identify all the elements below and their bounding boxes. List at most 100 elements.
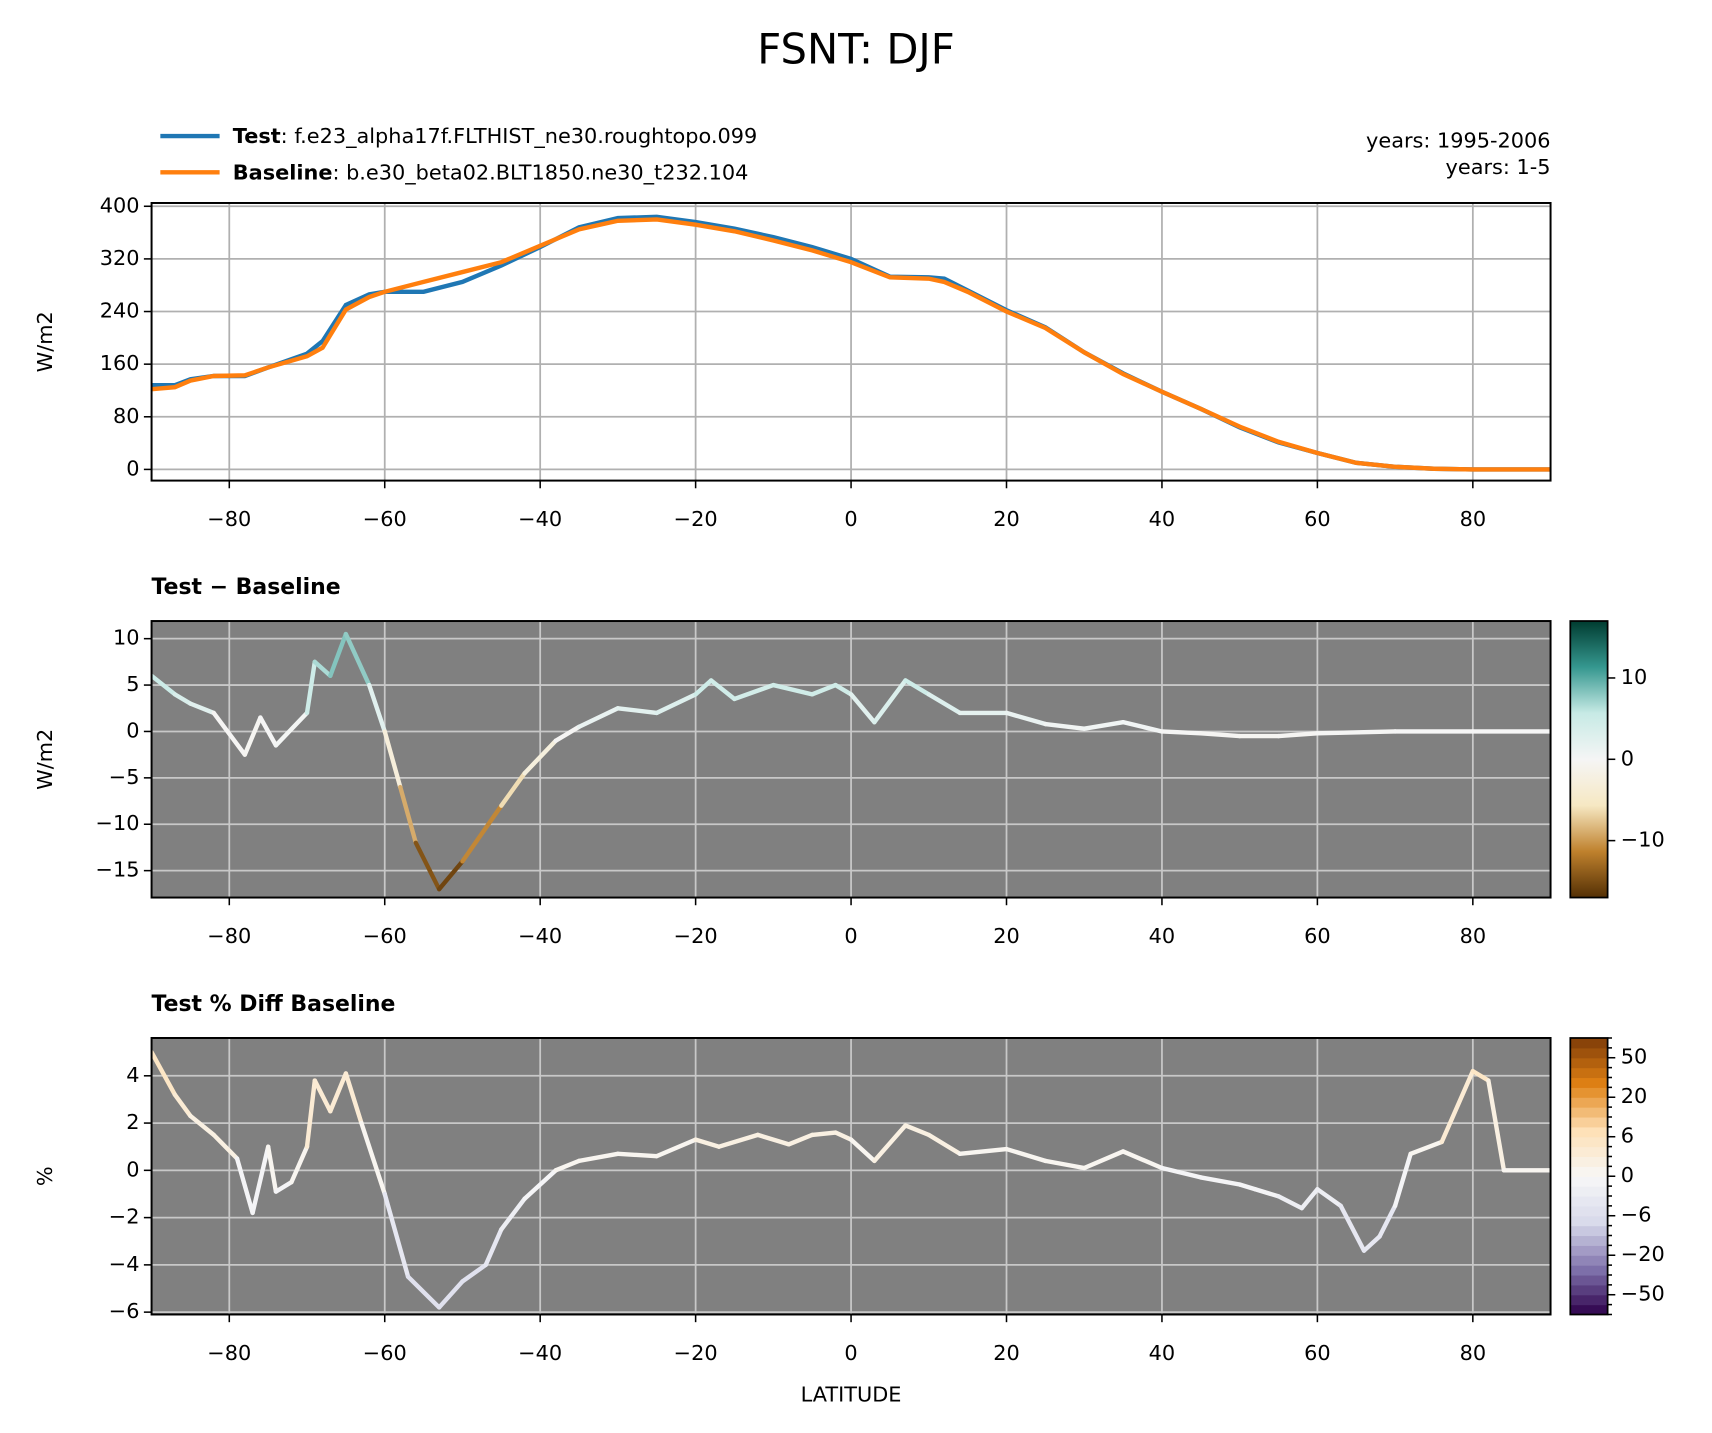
line-segment (366, 682, 387, 734)
line-segment (304, 1078, 317, 1149)
line-segment (848, 1137, 877, 1164)
line-segment (708, 678, 737, 702)
y-tick-label: 80 (113, 404, 140, 428)
y-tick-label: −2 (109, 1205, 140, 1229)
legend-description: : b.e30_beta02.BLT1850.ne30_t232.104 (332, 160, 748, 185)
line-segment (872, 1123, 908, 1164)
y-tick-label: −5 (109, 765, 140, 789)
line-segment (1361, 1234, 1382, 1253)
y-axis-label: % (33, 1166, 57, 1186)
line-segment (576, 706, 621, 730)
colorbar-frame (1569, 1037, 1609, 1316)
y-tick-label: 160 (100, 351, 140, 375)
line-segment (1408, 1139, 1444, 1156)
line-segment (957, 1146, 1009, 1156)
colorbar-bin (1570, 1245, 1608, 1256)
line-segment (1377, 1203, 1398, 1239)
colorbar-tick-label: −10 (1621, 828, 1665, 852)
line-segment (211, 710, 248, 757)
legend-description: : f.e23_alpha17f.FLTHIST_ne30.roughtopo.… (281, 124, 758, 149)
colorbar-tick-label: 6 (1621, 1124, 1634, 1148)
colorbar-bin (1570, 1037, 1608, 1049)
line-segment (786, 1132, 815, 1147)
colorbar-bin (1570, 1087, 1608, 1098)
line-segment (242, 715, 263, 757)
line-segment (1299, 1187, 1320, 1211)
x-tick-label: 40 (1149, 1341, 1176, 1365)
colorbar-bin (1570, 1176, 1608, 1187)
x-tick-label: 40 (1149, 507, 1176, 531)
line-segment (1120, 719, 1165, 734)
legend-name: Test (233, 124, 281, 148)
x-tick-label: 0 (844, 507, 857, 531)
x-tick-label: −40 (518, 924, 562, 948)
line-segment (312, 659, 333, 678)
colorbar-bin (1570, 1274, 1608, 1286)
x-tick-label: −40 (518, 1341, 562, 1365)
line-segment (810, 1130, 838, 1138)
line-segment (304, 659, 317, 716)
x-tick-label: −60 (363, 507, 407, 531)
line-segment (234, 1156, 255, 1216)
colorbar-bin (1570, 1294, 1608, 1306)
line-segment (188, 1113, 216, 1138)
series-line (151, 217, 1551, 472)
colorbar-tick-label: 10 (1621, 665, 1648, 689)
plot-area (151, 214, 1551, 472)
x-tick-label: −40 (518, 507, 562, 531)
colorbar-bin (1570, 1057, 1608, 1069)
line-segment (732, 682, 776, 702)
line-segment (499, 1196, 527, 1232)
line-segment (1338, 1203, 1367, 1253)
y-tick-label: −4 (109, 1252, 140, 1276)
colorbar-bin (1570, 1284, 1608, 1296)
line-segment (382, 1191, 411, 1279)
line-segment (771, 682, 815, 697)
x-tick-label: −80 (207, 924, 251, 948)
x-tick-label: −20 (674, 1341, 718, 1365)
line-segment (328, 631, 349, 678)
x-tick-label: −20 (674, 507, 718, 531)
line-segment (1198, 731, 1242, 739)
line-segment (1439, 1068, 1476, 1145)
line-segment (151, 1049, 178, 1097)
line-segment (436, 1279, 465, 1310)
line-segment (211, 1132, 240, 1161)
x-tick-label: 20 (993, 507, 1020, 531)
x-tick-label: 20 (993, 924, 1020, 948)
x-tick-label: 0 (844, 924, 857, 948)
colorbar-bin (1570, 1047, 1608, 1059)
line-segment (1082, 719, 1126, 731)
x-tick-label: 0 (844, 1341, 857, 1365)
colorbar-bin (1570, 1126, 1608, 1138)
line-segment (755, 1132, 792, 1147)
line-segment (615, 1151, 659, 1159)
colorbar-tick-label: 50 (1621, 1045, 1648, 1069)
x-tick-label: −80 (207, 1341, 251, 1365)
y-tick-label: 2 (126, 1110, 139, 1134)
line-segment (848, 692, 877, 725)
x-axis-label: LATITUDE (801, 1383, 902, 1407)
x-tick-label: −20 (674, 924, 718, 948)
x-tick-label: 60 (1304, 507, 1331, 531)
line-segment (265, 1144, 279, 1194)
colorbar-tick-label: −20 (1621, 1242, 1665, 1266)
y-tick-label: −6 (109, 1299, 140, 1323)
colorbar-bin (1570, 1107, 1608, 1118)
line-segment (872, 678, 908, 725)
colorbar-bin (1570, 1077, 1608, 1088)
line-segment (1043, 1158, 1087, 1171)
line-segment (615, 706, 659, 716)
legend-label: Test: f.e23_alpha17f.FLTHIST_ne30.rought… (233, 124, 757, 149)
colorbar-bin (1570, 1097, 1608, 1108)
line-segment (810, 682, 838, 697)
colorbar-bin (1570, 1067, 1608, 1079)
line-segment (522, 738, 558, 776)
colorbar-bin (1570, 1136, 1608, 1148)
line-segment (1004, 1146, 1048, 1164)
y-tick-label: 0 (126, 718, 139, 742)
line-segment (926, 692, 963, 716)
y-axis-label: W/m2 (33, 311, 57, 372)
line-segment (553, 724, 582, 743)
colorbar-bin (1570, 1255, 1608, 1266)
